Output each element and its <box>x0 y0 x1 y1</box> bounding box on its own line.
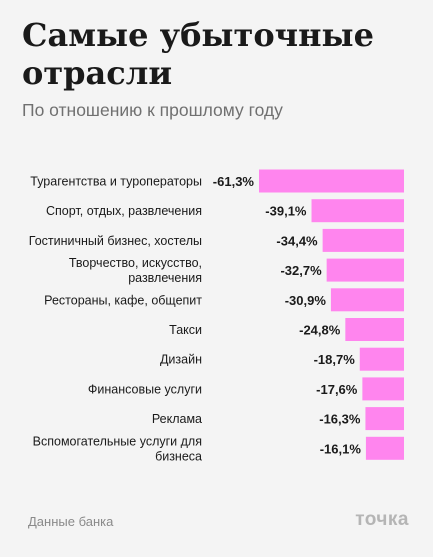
category-label: Спорт, отдых, развлечения <box>46 204 202 218</box>
category-label: Дизайн <box>160 353 202 367</box>
bar <box>330 288 404 312</box>
source-note: Данные банка <box>28 514 114 529</box>
bar <box>345 318 404 341</box>
category-label: Гостиничный бизнес, хостелы <box>29 234 202 248</box>
chart-subtitle: По отношению к прошлому году <box>22 100 283 120</box>
bar <box>365 436 404 460</box>
bar <box>326 258 404 282</box>
data-label: -17,6% <box>316 382 358 397</box>
category-label: Вспомогательные услуги для бизнеса <box>33 434 202 463</box>
data-label: -18,7% <box>314 352 356 367</box>
category-label: Реклама <box>152 412 202 426</box>
bar <box>311 199 404 223</box>
bar <box>322 228 404 252</box>
category-label: Финансовые услуги <box>88 382 202 396</box>
data-label: -34,4% <box>276 233 318 248</box>
bar-chart: -61,3% Турагентства и туроператоры -39,1% С… <box>29 169 404 463</box>
data-label: -32,7% <box>280 263 322 278</box>
brand-logo: точка <box>355 509 409 530</box>
bar <box>362 377 404 401</box>
category-label: Творчество, искусство, развлечения <box>69 256 202 285</box>
data-label: -61,3% <box>213 174 255 189</box>
chart-title: Самые убыточные отрасли <box>22 16 374 92</box>
bar <box>359 347 404 371</box>
data-label: -16,1% <box>320 441 362 456</box>
data-label: -16,3% <box>319 412 361 427</box>
category-label: Такси <box>169 323 202 337</box>
data-label: -30,9% <box>285 293 327 308</box>
bar <box>259 169 404 193</box>
bar <box>365 407 404 431</box>
category-label: Рестораны, кафе, общепит <box>44 293 202 307</box>
data-label: -24,8% <box>299 323 341 338</box>
data-label: -39,1% <box>265 204 307 219</box>
category-label: Турагентства и туроператоры <box>30 175 202 189</box>
